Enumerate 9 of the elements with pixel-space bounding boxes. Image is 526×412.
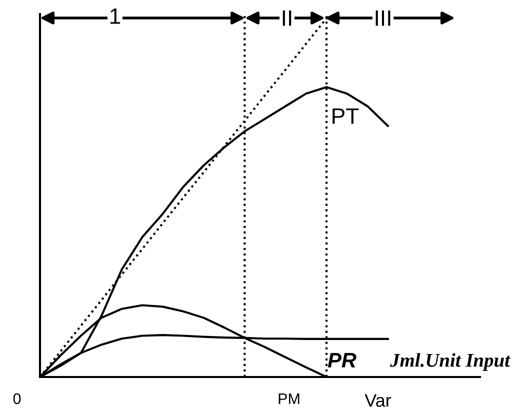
annotation: Jml.Unit Input [390,353,510,371]
annotation: PR [328,353,356,368]
text: Var [364,394,392,407]
text: PM [278,393,300,404]
annotation: III [376,10,390,26]
text: 0 [13,393,21,404]
annotation: PT [332,108,359,124]
annotation: 1 [110,8,120,24]
annotation: II [282,10,292,26]
